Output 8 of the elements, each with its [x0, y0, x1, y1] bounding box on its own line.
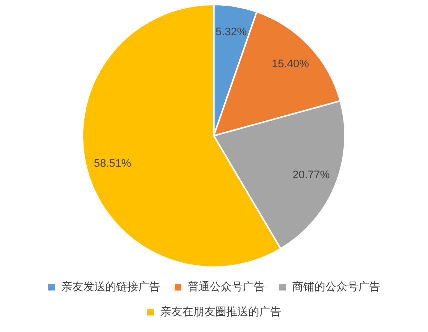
data-label: 58.51% [94, 158, 132, 170]
legend-label: 商铺的公众号广告 [292, 280, 380, 294]
data-label: 5.32% [216, 26, 248, 38]
legend-label: 亲友在朋友圈推送的广告 [160, 306, 282, 319]
legend-label: 普通公众号广告 [188, 280, 265, 294]
legend-label: 亲友发送的链接广告 [61, 280, 160, 294]
data-label: 20.77% [292, 169, 330, 182]
data-label: 15.40% [272, 58, 310, 70]
